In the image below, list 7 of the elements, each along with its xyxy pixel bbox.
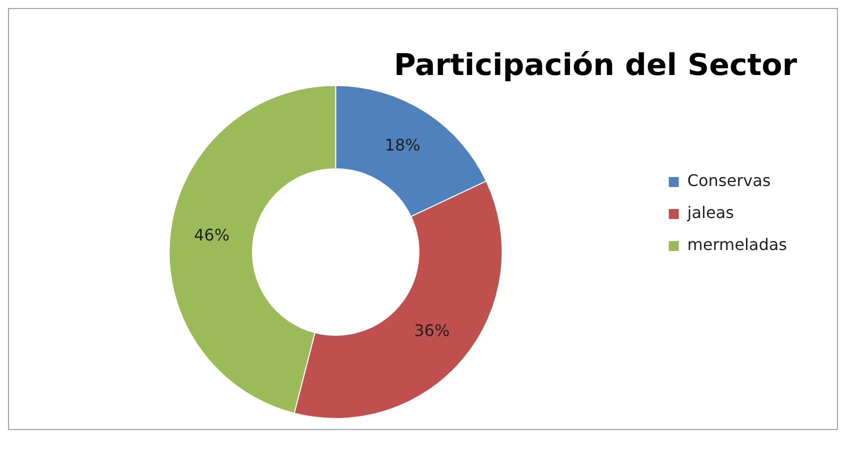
legend-label: mermeladas: [687, 235, 787, 254]
data-label: 18%: [384, 136, 420, 155]
data-label: 46%: [194, 226, 230, 245]
legend-label: jaleas: [686, 203, 734, 222]
legend-label: Conservas: [687, 171, 771, 190]
data-label: 36%: [414, 320, 450, 340]
chart-title: Participación del Sector: [394, 48, 798, 83]
